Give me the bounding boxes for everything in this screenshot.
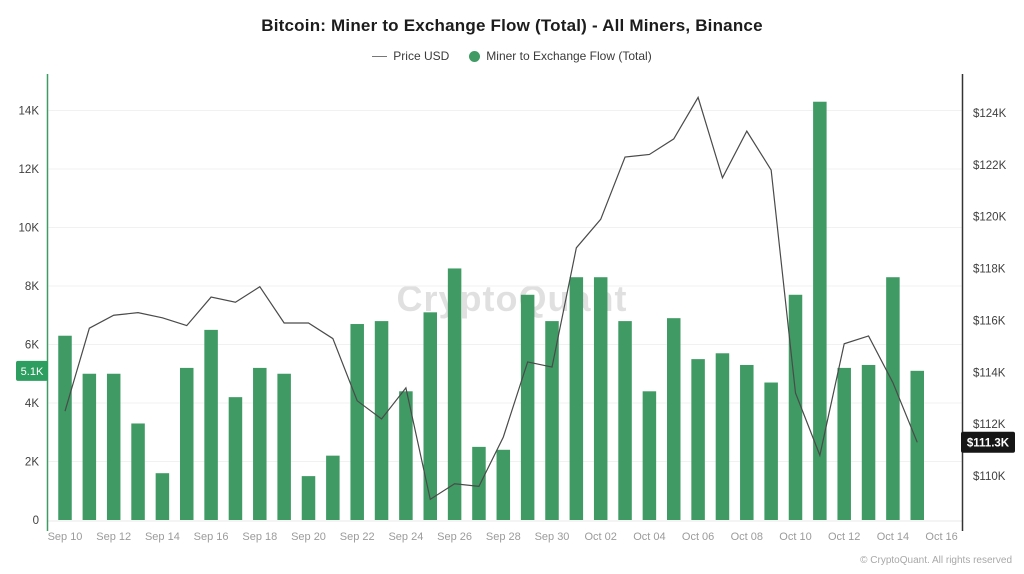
left-axis-label: 0	[33, 515, 39, 527]
x-axis-label: Sep 10	[48, 531, 83, 543]
legend: Price USD Miner to Exchange Flow (Total)	[0, 49, 1024, 63]
flow-bar[interactable]	[764, 382, 778, 520]
x-axis-label: Oct 06	[682, 531, 714, 543]
legend-label-flow: Miner to Exchange Flow (Total)	[486, 49, 652, 63]
x-axis-label: Oct 12	[828, 531, 860, 543]
flow-bar[interactable]	[545, 321, 559, 520]
flow-bar[interactable]	[496, 449, 511, 520]
flow-bar[interactable]	[740, 364, 754, 520]
flow-bar[interactable]	[691, 359, 705, 520]
flow-bar[interactable]	[642, 391, 657, 520]
flow-bar[interactable]	[228, 397, 243, 520]
price-line-swatch-icon	[372, 55, 388, 57]
flow-bar[interactable]	[326, 455, 340, 520]
x-axis-label: Oct 14	[877, 531, 909, 543]
latest-flow-badge	[16, 360, 48, 381]
flow-bar[interactable]	[399, 391, 413, 520]
flow-bar[interactable]	[837, 367, 851, 520]
x-axis-label: Oct 02	[584, 531, 616, 543]
flow-bar[interactable]	[253, 367, 267, 520]
flow-bar[interactable]	[180, 367, 194, 520]
flow-bar[interactable]	[788, 294, 803, 520]
legend-label-price: Price USD	[393, 49, 450, 63]
x-axis-label: Sep 30	[535, 531, 570, 543]
x-axis-label: Oct 10	[779, 531, 811, 543]
left-axis-label: 2K	[25, 457, 39, 469]
right-axis-label: $120K	[973, 212, 1007, 224]
flow-bar[interactable]	[204, 329, 218, 520]
price-line	[64, 95, 918, 501]
x-axis-label: Sep 20	[291, 531, 326, 543]
flow-bar[interactable]	[520, 294, 535, 520]
flow-bar[interactable]	[715, 353, 730, 520]
right-axis-label: $112K	[973, 419, 1006, 431]
latest-price-badge-label: $111.3K	[967, 437, 1010, 449]
right-axis-label: $118K	[973, 264, 1006, 276]
x-axis-label: Oct 04	[633, 531, 665, 543]
legend-item-price[interactable]: Price USD	[372, 49, 449, 63]
latest-price-badge	[961, 431, 1015, 453]
right-axis-label: $124K	[973, 108, 1007, 120]
flow-bar[interactable]	[861, 364, 876, 520]
flow-bar[interactable]	[618, 321, 632, 520]
flow-bar[interactable]	[301, 476, 316, 520]
left-axis-label: 4K	[25, 398, 39, 410]
flow-bar[interactable]	[374, 321, 389, 520]
flow-dot-swatch-icon	[469, 50, 481, 62]
left-axis-label: 14K	[19, 106, 40, 118]
x-axis-label: Sep 18	[242, 531, 277, 543]
copyright: © CryptoQuant. All rights reserved	[860, 555, 1012, 566]
flow-bar[interactable]	[813, 101, 827, 520]
chart-title: Bitcoin: Miner to Exchange Flow (Total) …	[261, 16, 763, 35]
flow-bar[interactable]	[472, 446, 486, 520]
right-axis-label: $110K	[973, 471, 1006, 483]
flow-bar[interactable]	[423, 312, 438, 520]
x-axis-label: Sep 22	[340, 531, 375, 543]
flow-bar[interactable]	[593, 277, 608, 520]
right-axis-label: $114K	[973, 367, 1006, 379]
flow-bar[interactable]	[447, 268, 462, 520]
flow-bar[interactable]	[667, 318, 681, 520]
flow-bar[interactable]	[350, 324, 364, 520]
latest-flow-badge-label: 5.1K	[21, 366, 44, 378]
flow-bar[interactable]	[131, 423, 145, 520]
left-axis-label: 12K	[19, 164, 40, 176]
left-axis-label: 10K	[19, 223, 40, 235]
x-axis-label: Sep 26	[437, 531, 472, 543]
flow-bar[interactable]	[106, 373, 121, 520]
flow-bar[interactable]	[910, 370, 925, 520]
x-axis-label: Oct 08	[731, 531, 763, 543]
x-axis-label: Sep 24	[388, 531, 423, 543]
x-axis-label: Sep 16	[194, 531, 229, 543]
x-axis-label: Oct 16	[925, 531, 957, 543]
right-axis-label: $122K	[973, 160, 1007, 172]
x-axis-label: Sep 12	[96, 531, 131, 543]
left-axis-label: 6K	[25, 340, 39, 352]
left-axis-label: 8K	[25, 281, 39, 293]
flow-bar[interactable]	[58, 335, 72, 520]
legend-item-flow[interactable]: Miner to Exchange Flow (Total)	[469, 49, 652, 63]
right-axis-label: $116K	[973, 315, 1006, 327]
x-axis-label: Sep 28	[486, 531, 521, 543]
flow-bar[interactable]	[155, 473, 170, 520]
flow-bar[interactable]	[569, 277, 584, 520]
flow-bar[interactable]	[82, 373, 97, 520]
flow-bar[interactable]	[886, 277, 900, 520]
flow-bar[interactable]	[277, 373, 291, 520]
x-axis-label: Sep 14	[145, 531, 180, 543]
